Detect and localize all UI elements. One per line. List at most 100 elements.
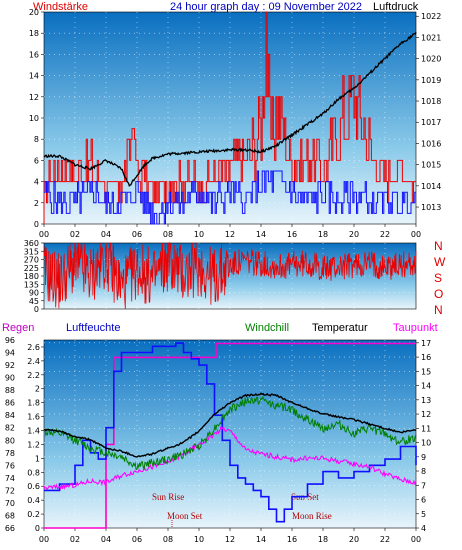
- direction-label-n-top: N: [434, 239, 443, 253]
- wind-direction-series: [43, 241, 417, 310]
- temperature-y-tick-label: 9: [421, 453, 426, 462]
- pressure-y-tick-label: 1019: [421, 76, 441, 85]
- wind-y-tick-label: 0: [34, 220, 39, 229]
- x-tick-label: 14: [256, 535, 266, 544]
- direction-y-tick-label: 90: [29, 289, 39, 298]
- moon-rise-annotation: Moon Rise: [292, 511, 332, 521]
- temperature-y-tick-label: 6: [421, 496, 426, 505]
- rain-y-tick-label: 2.4: [27, 357, 40, 366]
- temperature-y-tick-label: 16: [421, 353, 431, 362]
- x-tick-label: 02: [70, 230, 80, 239]
- humidity-y-tick-label: 82: [5, 424, 15, 433]
- x-tick-label: 08: [163, 535, 173, 544]
- direction-y-tick-label: 315: [24, 247, 39, 256]
- direction-y-tick-label: 180: [24, 272, 39, 281]
- humidity-y-tick-label: 74: [5, 474, 15, 483]
- rain-y-tick-label: 1.4: [27, 427, 40, 436]
- pressure-y-tick-label: 1017: [421, 118, 441, 127]
- x-tick-label: 22: [380, 230, 390, 239]
- direction-y-tick-label: 135: [24, 280, 39, 289]
- rain-y-tick-label: 0.4: [27, 496, 40, 505]
- pressure-y-tick-label: 1014: [421, 182, 441, 191]
- dewpoint-series: [43, 426, 417, 491]
- x-tick-label: 20: [349, 535, 359, 544]
- temperature-y-tick-label: 14: [421, 382, 431, 391]
- rain-y-tick-label: 2: [35, 385, 40, 394]
- wind-y-tick-label: 2: [34, 199, 39, 208]
- wind-y-tick-label: 8: [34, 135, 39, 144]
- direction-y-tick-label: 270: [24, 256, 39, 265]
- rain-y-tick-label: 1.2: [27, 440, 40, 449]
- direction-y-tick-label: 0: [34, 305, 39, 314]
- wind-y-tick-label: 14: [29, 72, 39, 81]
- temperature-y-tick-label: 8: [421, 467, 426, 476]
- x-tick-label: 12: [225, 535, 235, 544]
- pressure-y-tick-label: 1013: [421, 203, 441, 212]
- x-tick-label: 18: [318, 535, 328, 544]
- rain-y-tick-label: 1.8: [27, 399, 40, 408]
- x-tick-label: 10: [194, 230, 204, 239]
- humidity-y-tick-label: 96: [5, 336, 15, 345]
- sun-rise-annotation: Sun Rise: [152, 492, 184, 502]
- humidity-y-tick-label: 76: [5, 461, 15, 470]
- humidity-y-tick-label: 66: [5, 524, 15, 533]
- x-tick-label: 04: [101, 230, 111, 239]
- windchill-legend: Windchill: [245, 322, 289, 334]
- wind-y-tick-label: 6: [34, 156, 39, 165]
- rain-axis-label: Regen: [2, 322, 34, 334]
- direction-label-o: O: [434, 287, 443, 301]
- humidity-axis-label: Luftfeuchte: [66, 322, 120, 334]
- rain-y-tick-label: 0.8: [27, 468, 40, 477]
- direction-label-n-bottom: N: [434, 303, 443, 317]
- pressure-y-tick-label: 1021: [421, 33, 441, 42]
- humidity-y-tick-label: 92: [5, 361, 15, 370]
- rain-y-tick-label: 2.6: [27, 343, 40, 352]
- direction-y-tick-label: 225: [24, 264, 39, 273]
- humidity-y-tick-label: 84: [5, 411, 15, 420]
- wind-y-tick-label: 10: [29, 114, 39, 123]
- dewpoint-legend: Taupunkt: [393, 322, 438, 334]
- temperature-y-tick-label: 17: [421, 339, 431, 348]
- wind-y-tick-label: 18: [29, 29, 39, 38]
- temperature-y-tick-label: 5: [421, 510, 426, 519]
- rain-y-tick-label: 1: [35, 454, 40, 463]
- direction-y-tick-label: 45: [29, 297, 39, 306]
- rain-y-tick-label: 0.2: [27, 510, 40, 519]
- humidity-y-tick-label: 90: [5, 374, 15, 383]
- temperature-y-tick-label: 7: [421, 481, 426, 490]
- rain-y-tick-label: 0.6: [27, 482, 40, 491]
- wind-y-tick-label: 16: [29, 50, 39, 59]
- x-tick-label: 06: [132, 535, 142, 544]
- x-tick-label: 00: [411, 230, 421, 239]
- pressure-y-tick-label: 1020: [421, 55, 441, 64]
- pressure-y-tick-label: 1015: [421, 161, 441, 170]
- x-tick-label: 00: [411, 535, 421, 544]
- wind-y-tick-label: 4: [34, 178, 39, 187]
- humidity-y-tick-label: 78: [5, 449, 15, 458]
- x-tick-label: 18: [318, 230, 328, 239]
- x-tick-label: 02: [70, 535, 80, 544]
- wind-y-tick-label: 12: [29, 93, 39, 102]
- temperature-series: [44, 392, 416, 458]
- rain-y-tick-label: 0: [35, 524, 40, 533]
- direction-label-s: S: [434, 271, 442, 285]
- x-tick-label: 22: [380, 535, 390, 544]
- temperature-y-tick-label: 4: [421, 524, 426, 533]
- pressure-y-tick-label: 1018: [421, 97, 441, 106]
- humidity-y-tick-label: 72: [5, 486, 15, 495]
- x-tick-label: 00: [39, 535, 49, 544]
- humidity-y-tick-label: 68: [5, 511, 15, 520]
- humidity-y-tick-label: 80: [5, 436, 15, 445]
- humidity-y-tick-label: 70: [5, 499, 15, 508]
- rain-y-tick-label: 1.6: [27, 413, 40, 422]
- windchill-series: [43, 395, 417, 471]
- temperature-legend: Temperatur: [312, 322, 368, 334]
- chart-title: 24 hour graph day : 09 November 2022: [170, 1, 362, 13]
- temperature-y-tick-label: 15: [421, 367, 431, 376]
- humidity-y-tick-label: 86: [5, 399, 15, 408]
- direction-y-tick-label: 360: [24, 239, 39, 248]
- pressure-y-tick-label: 1016: [421, 139, 441, 148]
- x-tick-label: 20: [349, 230, 359, 239]
